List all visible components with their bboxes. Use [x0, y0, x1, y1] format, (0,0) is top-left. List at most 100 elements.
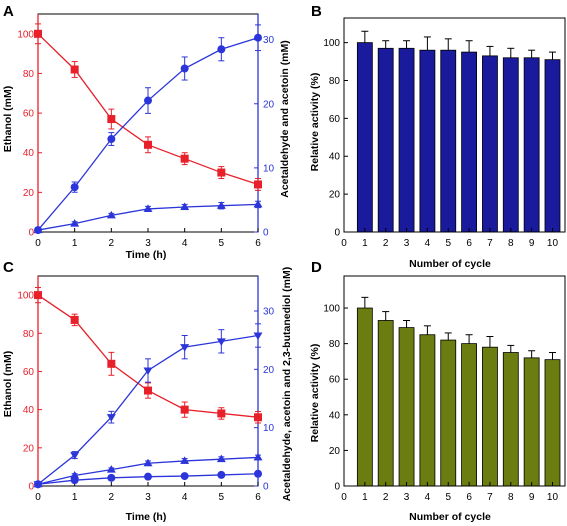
panel-a-x-tick-label: 5 [219, 238, 225, 249]
panel-c-series-2-point [216, 454, 226, 463]
panel-c-series-3-point [34, 480, 42, 489]
panel-a-x-tick-label: 0 [35, 238, 41, 249]
panel-c-series-3-point [70, 476, 79, 485]
panel-d-bar [482, 346, 498, 487]
panel-d-x-tick-label: 10 [547, 492, 559, 503]
panel-c-series-0-point [254, 413, 262, 422]
panel-label-d: D [311, 259, 322, 276]
panel-b-bar [461, 51, 478, 233]
panel-d-x-tick-label: 3 [404, 492, 410, 503]
panel-c-series-2-point [106, 465, 116, 473]
panel-c-series-0-point [217, 409, 226, 418]
panel-b-bar [544, 59, 561, 233]
panel-b-bar [502, 57, 519, 233]
panel-a-series-1-point [254, 33, 262, 42]
panel-a-xlabel: Time (h) [126, 249, 167, 261]
panel-c-series-1-point [143, 367, 153, 375]
panel-c-series-0-point [107, 359, 116, 368]
panel-c-series-1-point [106, 414, 116, 422]
panel-d-y-tick-label: 40 [329, 410, 341, 421]
panel-b-x-tick-label: 3 [404, 238, 410, 249]
panel-a-series-2-point [143, 204, 153, 212]
panel-c-x-tick-label: 4 [182, 492, 188, 503]
panel-a-left-tick-label: 100 [17, 29, 34, 40]
panel-b-bar [356, 42, 373, 233]
panel-b-y-tick-label: 80 [329, 76, 341, 87]
panel-a-left-tick-label: 0 [28, 228, 34, 239]
panel-c-series-2-point [180, 456, 190, 464]
panel-c-series-1-point [253, 332, 263, 340]
panel-a-series-2-point [216, 201, 226, 209]
panel-d-y-tick-label: 80 [329, 339, 341, 350]
panel-d-xlabel: Number of cycle [409, 511, 491, 523]
panel-a-series-2-point [180, 202, 190, 210]
panel-d-bar [461, 343, 478, 487]
panel-d-bar [356, 307, 373, 487]
panel-d-ylabel: Relative activity (%) [309, 344, 321, 443]
panel-c-x-tick-label: 6 [255, 492, 261, 503]
panel-d-x-tick-label: 2 [383, 492, 389, 503]
panel-a-series-2-point [106, 210, 116, 219]
panel-label-b: B [311, 3, 322, 20]
panel-a-series-0-point [107, 115, 116, 124]
panel-d-x-tick-label: 9 [529, 492, 535, 503]
panel-a-left-tick-label: 60 [23, 109, 35, 120]
panel-d-x-tick-label: 0 [341, 492, 347, 503]
panel-b-y-tick-label: 0 [334, 228, 340, 239]
panel-c-ylabel-left: Ethanol (mM) [2, 351, 14, 418]
panel-a-left-tick-label: 80 [23, 69, 35, 80]
panel-d-bar [377, 320, 394, 487]
panel-c-series-3-point [107, 473, 116, 482]
panel-c-left-tick-label: 20 [23, 443, 35, 454]
panel-a-series-1-point [144, 96, 152, 105]
panel-a-right-tick-label: 30 [263, 35, 275, 46]
panel-c-left-tick-label: 100 [17, 291, 34, 302]
panel-d-x-tick-label: 8 [508, 492, 514, 503]
panel-d-x-tick-label: 5 [445, 492, 451, 503]
panel-a-series-0-point [180, 154, 189, 163]
panel-b-ylabel: Relative activity (%) [309, 73, 321, 172]
panel-b-bar [419, 49, 436, 233]
panel-b-x-tick-label: 10 [547, 238, 559, 249]
panel-d-bar [398, 327, 415, 487]
panel-a-ylabel-left: Ethanol (mM) [2, 86, 14, 153]
panel-b-x-tick-label: 1 [362, 238, 368, 249]
panel-c-series-1-point [180, 344, 190, 352]
panel-b-plot: 0 20 40 60 80 100 0 1 2 3 4 5 6 7 8 9 10 [323, 17, 566, 249]
panel-c-x-tick-label: 5 [219, 492, 225, 503]
panel-c-series-1-point [216, 338, 226, 346]
panel-d-x-tick-label: 6 [466, 492, 472, 503]
panel-c-xlabel: Time (h) [126, 511, 167, 523]
panel-c-series-2-point [70, 471, 80, 479]
panel-b-x-tick-label: 9 [529, 238, 535, 249]
panel-c-x-tick-label: 1 [72, 492, 78, 503]
panel-b-x-tick-label: 4 [425, 238, 431, 249]
panel-c-series-3-point [217, 470, 226, 479]
panel-c-right-tick-label: 10 [263, 423, 275, 434]
panel-c-series-3-point [144, 472, 152, 481]
panel-a-series-2-point [253, 199, 263, 208]
panel-d-x-tick-label: 1 [362, 492, 368, 503]
panel-a-series-0-point [254, 180, 262, 189]
panel-d-y-tick-label: 100 [323, 304, 340, 315]
panel-a-series-0-point [144, 140, 152, 149]
panel-d-bar [502, 352, 519, 487]
panel-a-series-1-point [107, 135, 116, 144]
panel-d-frame [343, 275, 566, 487]
panel-b-bar [482, 55, 498, 233]
panel-c-series-3-point [254, 469, 262, 478]
panel-a-x-tick-label: 6 [255, 238, 261, 249]
panel-label-a: A [3, 3, 14, 20]
panel-c-series-3-point [180, 472, 189, 481]
panel-d-bar [523, 357, 540, 487]
panel-c-plot: 0 20 40 60 80 100 0 10 20 30 0 1 2 3 4 5 6 [17, 275, 275, 503]
panel-a-x-tick-label: 3 [145, 238, 151, 249]
panel-a-right-tick-label: 20 [263, 99, 275, 110]
panel-c-series-0-point [180, 405, 189, 414]
panel-a-left-tick-label: 40 [23, 148, 35, 159]
panel-d-y-tick-label: 60 [329, 375, 341, 386]
panel-label-c: C [3, 259, 14, 276]
panel-b-y-tick-label: 100 [323, 38, 340, 49]
panel-a-series-1-point [180, 64, 189, 73]
